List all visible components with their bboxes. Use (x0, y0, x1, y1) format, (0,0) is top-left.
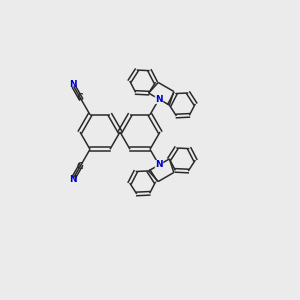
Text: C: C (77, 93, 83, 102)
Text: N: N (155, 94, 163, 103)
Text: N: N (69, 175, 77, 184)
Text: N: N (69, 80, 77, 89)
Text: C: C (77, 162, 83, 171)
Text: N: N (155, 160, 163, 169)
